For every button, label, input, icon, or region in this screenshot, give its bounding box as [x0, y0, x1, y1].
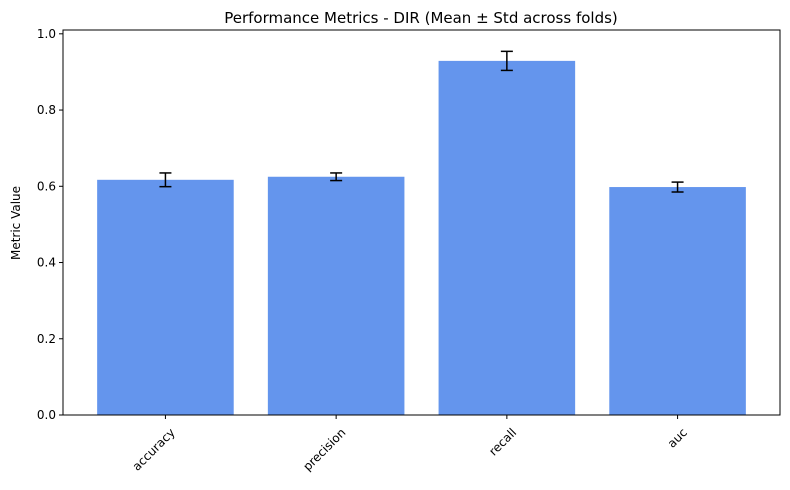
- x-tick-label: precision: [300, 425, 348, 473]
- y-tick-label: 1.0: [37, 27, 56, 41]
- bar: [438, 60, 576, 416]
- x-tick-label: recall: [486, 425, 519, 458]
- bar: [609, 187, 746, 415]
- plot-frame: [62, 29, 781, 416]
- y-tick-label: 0.6: [37, 179, 56, 193]
- chart-title: Performance Metrics - DIR (Mean ± Std ac…: [224, 9, 618, 27]
- bar: [267, 176, 405, 415]
- y-tick-label: 0.2: [37, 332, 56, 346]
- y-axis-label: Metric Value: [9, 186, 23, 260]
- y-tick-label: 0.4: [37, 256, 56, 270]
- x-tick-label: auc: [665, 425, 690, 450]
- y-tick-label: 0.0: [37, 408, 56, 422]
- y-tick-label: 0.8: [37, 103, 56, 117]
- x-tick-label: accuracy: [130, 425, 178, 473]
- bar: [97, 179, 234, 415]
